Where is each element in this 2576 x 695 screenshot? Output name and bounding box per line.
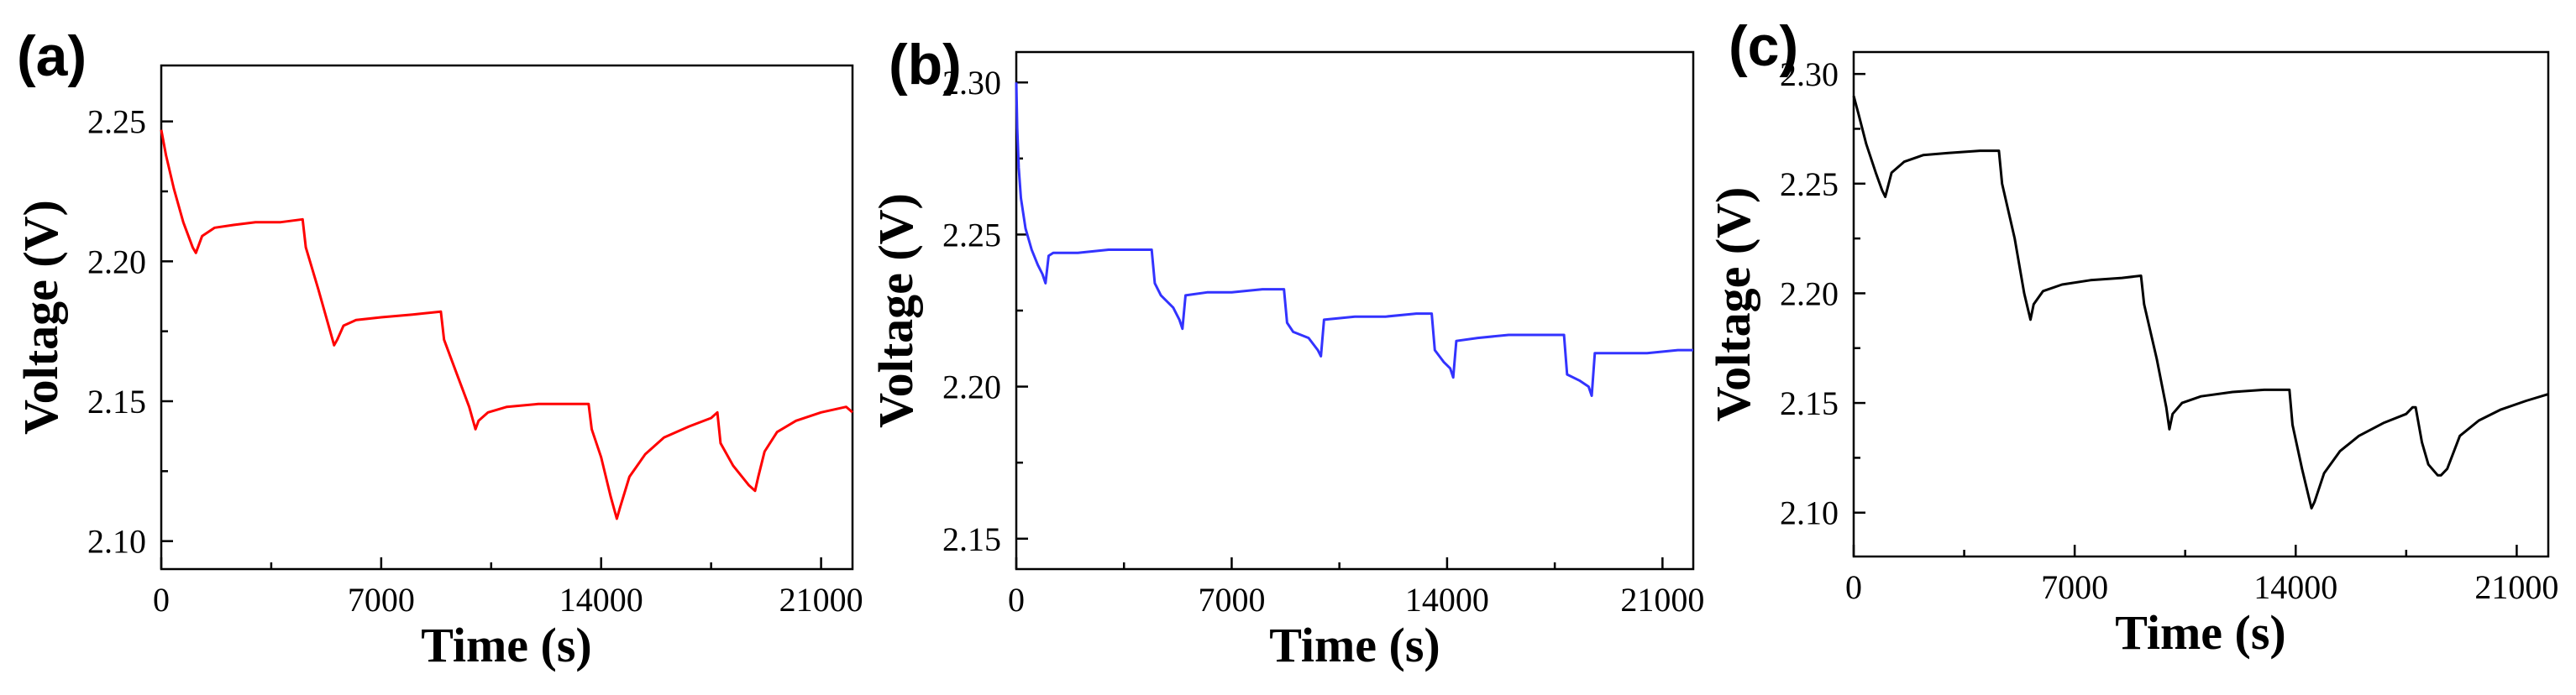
panel-label: (b) (889, 33, 962, 97)
y-tick-label: 2.10 (87, 523, 146, 561)
y-axis-title: Voltage (V) (1706, 187, 1760, 422)
y-tick-label: 2.20 (1780, 274, 1839, 312)
y-axis-title: Voltage (V) (868, 193, 923, 428)
panel-b: (b) 0 7000 14000 21000 2.15 2.20 2.25 2.30 Time (… (868, 33, 1704, 672)
x-tick-label: 7000 (348, 581, 415, 619)
y-tick-label: 2.25 (942, 216, 1001, 253)
panel-a: (a) 0 7000 14000 21000 2.10 2.15 2.20 2.25 Time (… (13, 24, 863, 672)
y-tick-label: 2.30 (1780, 55, 1839, 93)
y-axis-title: Voltage (V) (13, 200, 68, 435)
x-tick-label: 21000 (1620, 581, 1704, 619)
y-tick-label: 2.15 (87, 383, 146, 421)
y-tick-label: 2.25 (87, 103, 146, 141)
y-tick-label: 2.10 (1780, 494, 1839, 532)
x-axis-title: Time (s) (421, 618, 592, 672)
y-tick-label: 2.15 (942, 520, 1001, 558)
x-tick-label: 7000 (1198, 581, 1265, 619)
plot-frame (160, 64, 854, 571)
y-tick-label: 2.20 (87, 243, 146, 280)
x-axis-title: Time (s) (2115, 605, 2286, 660)
plot-frame (1852, 50, 2550, 558)
x-axis-title: Time (s) (1269, 618, 1440, 672)
y-tick-label: 2.15 (1780, 384, 1839, 422)
y-tick-label: 2.30 (942, 64, 1001, 102)
x-tick-label: 7000 (2041, 568, 2108, 606)
panel-label: (c) (1729, 14, 1798, 78)
x-tick-label: 0 (1845, 568, 1862, 606)
x-tick-label: 21000 (779, 581, 863, 619)
series-line-voltage (160, 129, 853, 520)
panel-label: (a) (17, 24, 87, 88)
x-tick-label: 0 (1008, 581, 1025, 619)
x-tick-label: 0 (153, 581, 170, 619)
y-tick-label: 2.25 (1780, 165, 1839, 203)
x-tick-label: 14000 (559, 581, 643, 619)
x-tick-label: 14000 (1405, 581, 1489, 619)
plot-frame (1015, 50, 1695, 571)
x-tick-label: 14000 (2253, 568, 2337, 606)
x-tick-label: 21000 (2474, 568, 2558, 606)
panel-c: (c) 0 7000 14000 21000 2.10 2.15 2.20 2.25 2.30 Ti… (1706, 14, 2558, 660)
series-line-voltage (1015, 82, 1693, 397)
y-tick-label: 2.20 (942, 368, 1001, 406)
series-line-voltage (1852, 95, 2549, 509)
